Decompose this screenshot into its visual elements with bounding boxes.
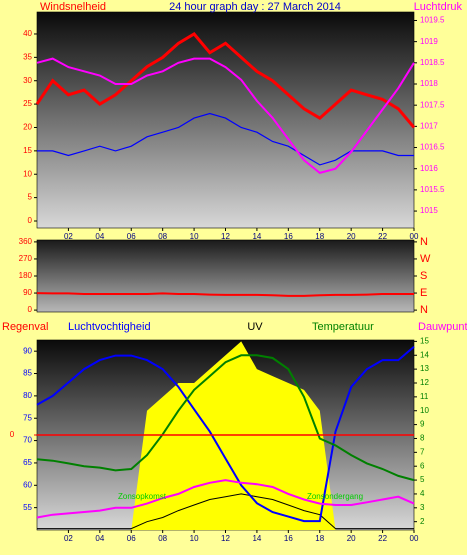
x-tick-label: 18 — [315, 232, 324, 241]
plot-frame — [36, 239, 415, 313]
y2-tick-label: 1019 — [420, 37, 438, 46]
y2-tick-label: 7 — [420, 447, 425, 456]
line — [36, 292, 414, 297]
x-tick-label: 16 — [284, 534, 293, 543]
x-tick-label: 00 — [410, 534, 419, 543]
y-tick-label: 70 — [23, 436, 32, 445]
y-tick-label: 0 — [28, 216, 33, 225]
y2-tick-label: 9 — [420, 420, 425, 429]
x-tick-label: 08 — [158, 534, 167, 543]
y2-tick-label: 10 — [420, 406, 429, 415]
y2-tick-label: 12 — [420, 378, 429, 387]
y2-tick-label: 1019.5 — [420, 16, 445, 25]
x-tick-label: 16 — [284, 232, 293, 241]
y-tick-label: 90 — [23, 288, 32, 297]
x-tick-label: 22 — [378, 534, 387, 543]
y-tick-label: 90 — [23, 346, 32, 355]
y2-tick-label: 13 — [420, 364, 429, 373]
y-tick-label: 40 — [23, 29, 32, 38]
y2-tick-label: 6 — [420, 461, 425, 470]
x-tick-label: 02 — [64, 534, 73, 543]
x-tick-label: 22 — [378, 232, 387, 241]
y-tick-label: 15 — [23, 146, 32, 155]
y-tick-label: 65 — [23, 458, 32, 467]
y2-tick-label: 1015 — [420, 206, 438, 215]
y2-tick-label: 3 — [420, 503, 425, 512]
y2-tick-label: S — [420, 270, 427, 282]
x-tick-label: 08 — [158, 232, 167, 241]
series-label: Temperatuur — [312, 321, 374, 333]
y-tick-label: 270 — [19, 254, 33, 263]
series-label: UV — [247, 321, 263, 333]
y2-tick-label: 1018 — [420, 79, 438, 88]
y-tick-label: 10 — [23, 169, 32, 178]
x-tick-label: 18 — [315, 534, 324, 543]
y2-tick-label: 1017.5 — [420, 100, 445, 109]
y2-tick-label: 1016 — [420, 164, 438, 173]
line — [36, 57, 415, 174]
x-tick-label: 06 — [127, 232, 136, 241]
x-tick-label: 20 — [347, 534, 356, 543]
y2-tick-label: W — [420, 253, 431, 265]
line — [37, 493, 414, 530]
y2-tick-label: N — [420, 236, 428, 248]
series-label: Luchtdruk — [414, 1, 463, 13]
x-tick-label: 04 — [95, 534, 104, 543]
x-tick-label: 14 — [252, 534, 261, 543]
plot-background — [37, 12, 414, 228]
y-tick-label: 80 — [23, 391, 32, 400]
y2-tick-label: E — [420, 287, 427, 299]
x-tick-label: 12 — [221, 232, 230, 241]
x-tick-label: 00 — [410, 232, 419, 241]
series-label: Dauwpunt — [418, 321, 467, 333]
y-tick-label: 180 — [19, 271, 33, 280]
y2-tick-label: 1015.5 — [420, 185, 445, 194]
x-tick-label: 20 — [347, 232, 356, 241]
chart-title: 24 hour graph day : 27 March 2014 — [169, 1, 341, 13]
line — [36, 345, 415, 523]
y2-tick-label: 11 — [420, 392, 429, 401]
line — [36, 354, 415, 482]
line — [36, 479, 415, 519]
series-label: Luchtvochtigheid — [68, 321, 151, 333]
y-tick-label: 60 — [23, 480, 32, 489]
y2-tick-label: N — [420, 304, 428, 316]
y-tick-label: 55 — [23, 503, 32, 512]
plot-frame — [36, 11, 415, 229]
x-tick-label: 04 — [95, 232, 104, 241]
x-tick-label: 12 — [221, 534, 230, 543]
y2-tick-label: 1016.5 — [420, 143, 445, 152]
y-tick-label: 5 — [28, 193, 33, 202]
y2-tick-label: 14 — [420, 350, 429, 359]
x-tick-label: 06 — [127, 534, 136, 543]
y2-tick-label: 2 — [420, 517, 425, 526]
annotation: Zonsopkomst — [118, 492, 167, 501]
series-label: Windsnelheid — [40, 1, 106, 13]
y2-tick-label: 4 — [420, 489, 425, 498]
y-tick-label: 0 — [28, 305, 33, 314]
x-tick-label: 02 — [64, 232, 73, 241]
y-tick-label: 30 — [23, 76, 32, 85]
plot-background — [37, 240, 414, 312]
x-tick-label: 10 — [190, 232, 199, 241]
annotation: Zonsondergang — [307, 492, 363, 501]
x-tick-label: 10 — [190, 534, 199, 543]
y2-tick-label: 1018.5 — [420, 58, 445, 67]
y-tick-label: 85 — [23, 369, 32, 378]
y-tick-label: 75 — [23, 413, 32, 422]
y-tick-label: 35 — [23, 52, 32, 61]
x-tick-label: 14 — [252, 232, 261, 241]
y3-tick-label: 0 — [10, 430, 15, 439]
y2-tick-label: 5 — [420, 475, 425, 484]
y2-tick-label: 8 — [420, 434, 425, 443]
y-tick-label: 20 — [23, 123, 32, 132]
y-tick-label: 25 — [23, 99, 32, 108]
y2-tick-label: 1017 — [420, 121, 438, 130]
y-tick-label: 360 — [19, 237, 33, 246]
y2-tick-label: 15 — [420, 336, 429, 345]
line — [35, 32, 416, 129]
series-label: Regenval — [2, 321, 48, 333]
